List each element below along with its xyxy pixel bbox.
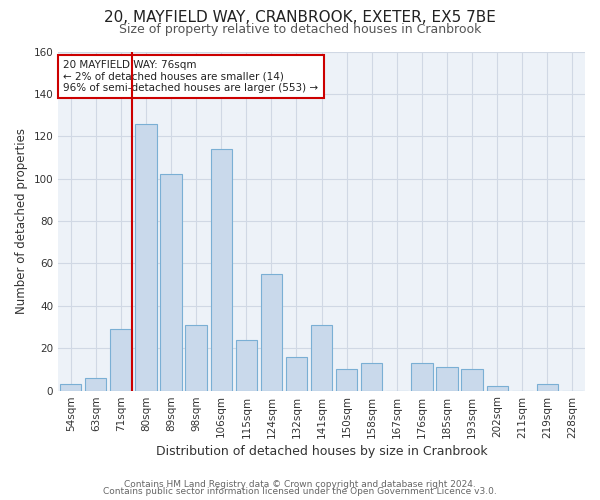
Bar: [537, 384, 558, 390]
Bar: [487, 386, 508, 390]
Bar: [286, 356, 307, 390]
Y-axis label: Number of detached properties: Number of detached properties: [15, 128, 28, 314]
Bar: [261, 274, 282, 390]
Bar: [436, 368, 458, 390]
Text: Contains HM Land Registry data © Crown copyright and database right 2024.: Contains HM Land Registry data © Crown c…: [124, 480, 476, 489]
Bar: [336, 370, 358, 390]
Bar: [110, 329, 131, 390]
Bar: [136, 124, 157, 390]
Bar: [185, 325, 207, 390]
Bar: [211, 149, 232, 390]
Bar: [361, 363, 382, 390]
Bar: [60, 384, 82, 390]
Text: 20, MAYFIELD WAY, CRANBROOK, EXETER, EX5 7BE: 20, MAYFIELD WAY, CRANBROOK, EXETER, EX5…: [104, 10, 496, 25]
Text: Size of property relative to detached houses in Cranbrook: Size of property relative to detached ho…: [119, 22, 481, 36]
Bar: [236, 340, 257, 390]
Bar: [411, 363, 433, 390]
Text: 20 MAYFIELD WAY: 76sqm
← 2% of detached houses are smaller (14)
96% of semi-deta: 20 MAYFIELD WAY: 76sqm ← 2% of detached …: [64, 60, 319, 93]
Text: Contains public sector information licensed under the Open Government Licence v3: Contains public sector information licen…: [103, 488, 497, 496]
Bar: [311, 325, 332, 390]
Bar: [160, 174, 182, 390]
Bar: [461, 370, 483, 390]
Bar: [85, 378, 106, 390]
X-axis label: Distribution of detached houses by size in Cranbrook: Distribution of detached houses by size …: [156, 444, 487, 458]
